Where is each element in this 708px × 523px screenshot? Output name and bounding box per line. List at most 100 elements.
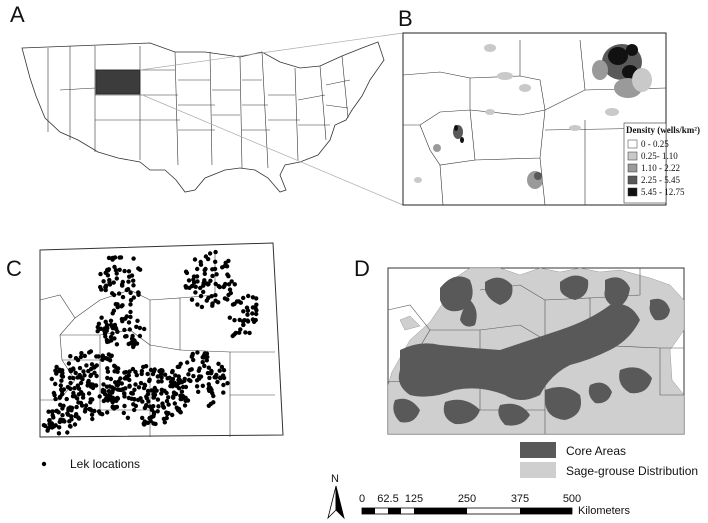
lek-point (122, 403, 127, 409)
lek-point (206, 365, 211, 370)
lek-point (208, 278, 213, 283)
density-legend-swatch (627, 175, 638, 185)
lek-point (54, 364, 59, 370)
lek-point (165, 412, 170, 417)
lek-point (246, 293, 251, 299)
core-areas-legend-label: Core Areas (566, 444, 626, 458)
lek-point (96, 409, 102, 414)
lek-point (112, 386, 117, 391)
lek-point (50, 409, 55, 414)
lek-point (164, 415, 169, 421)
lek-point (148, 418, 153, 424)
distribution-legend-swatch (520, 462, 556, 478)
lek-point (90, 416, 95, 422)
lek-point (172, 380, 177, 386)
lek-point (179, 396, 184, 402)
lek-point (82, 353, 88, 359)
lek-point (147, 378, 152, 384)
lek-point (173, 373, 178, 378)
lek-point (92, 364, 97, 370)
lek-point (133, 403, 139, 409)
lek-point (119, 387, 124, 393)
lek-point (210, 273, 215, 279)
lek-point (112, 322, 118, 328)
lek-point (120, 279, 126, 285)
lek-point (186, 278, 192, 283)
lek-point (98, 271, 103, 277)
lek-point (159, 375, 164, 380)
lek-point (250, 311, 255, 316)
lek-point (109, 390, 115, 395)
lek-point (60, 391, 65, 397)
lek-point (140, 399, 145, 404)
lek-point (108, 318, 114, 323)
lek-point (103, 319, 108, 324)
lek-point (200, 360, 205, 365)
lek-point (113, 380, 118, 385)
lek-point (145, 388, 151, 394)
lek-point (156, 404, 161, 409)
lek-point (168, 383, 173, 389)
lek-point (111, 292, 117, 298)
lek-point (213, 293, 218, 298)
lek-point (106, 255, 112, 261)
lek-point (166, 402, 171, 407)
scale-tick-label: 62.5 (377, 493, 398, 505)
lek-point (217, 368, 222, 373)
lek-point (254, 302, 259, 307)
lek-point (71, 390, 76, 396)
lek-point (175, 364, 180, 370)
lek-point (250, 295, 256, 300)
lek-point (192, 257, 198, 262)
density-cells (414, 44, 652, 189)
lek-point (122, 327, 127, 333)
lek-point (122, 268, 127, 274)
lek-point (92, 408, 97, 414)
lek-point (254, 296, 259, 301)
lek-legend-dot (41, 461, 47, 467)
lek-point (129, 273, 135, 278)
lek-point (99, 315, 104, 320)
lek-point (139, 368, 145, 374)
wyoming-highlight (95, 69, 141, 95)
lek-point (230, 302, 236, 307)
lek-point (65, 412, 71, 417)
lek-point (117, 267, 122, 272)
lek-point (195, 279, 200, 284)
core-areas (393, 275, 670, 426)
lek-point (49, 421, 55, 426)
lek-point (133, 369, 138, 375)
lek-point (225, 272, 230, 277)
lek-point (204, 281, 209, 286)
lek-point (89, 362, 95, 367)
lek-point (72, 422, 78, 427)
lek-point (144, 394, 149, 399)
lek-point (53, 396, 58, 402)
lek-point (115, 329, 120, 334)
lek-point (95, 329, 100, 334)
scale-tick-label: 0 (359, 493, 365, 505)
lek-point (172, 401, 177, 406)
density-legend-swatch (627, 187, 638, 197)
lek-point (254, 308, 259, 313)
lek-point (213, 281, 218, 287)
lek-point (221, 390, 226, 395)
lek-point (87, 350, 92, 355)
lek-point (54, 371, 59, 376)
lek-point (162, 372, 168, 377)
lek-point (50, 413, 55, 418)
lek-point (221, 382, 226, 388)
lek-point (105, 366, 110, 371)
lek-point (206, 382, 211, 387)
lek-point (151, 395, 157, 400)
scale-unit-label: Kilometers (578, 505, 630, 517)
zoom-lines (139, 32, 404, 206)
lek-point (88, 397, 94, 402)
lek-point (136, 292, 141, 297)
lek-point (141, 364, 146, 370)
lek-point (134, 373, 139, 378)
lek-point (105, 410, 110, 415)
lek-point (202, 363, 207, 369)
lek-point (89, 412, 95, 417)
density-legend-swatch (627, 151, 638, 161)
